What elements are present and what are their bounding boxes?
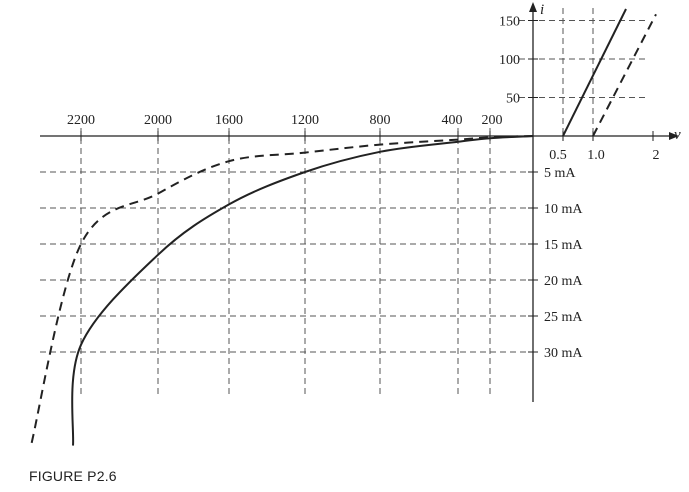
- reverse-curve-solid: [71, 135, 534, 446]
- x-tick-label: 1.0: [587, 148, 605, 163]
- y-axis-label: i: [540, 2, 544, 18]
- x-tick-label: 2: [653, 148, 660, 163]
- x-tick-label: 0.5: [549, 148, 567, 163]
- y-tick-label: 50: [506, 92, 520, 107]
- curves: [30, 8, 657, 446]
- figure-caption: FIGURE P2.6: [29, 468, 117, 484]
- x-tick-label: 2200: [67, 113, 95, 128]
- grid-lines: [40, 8, 645, 398]
- x-tick-label: 1600: [215, 113, 243, 128]
- y-tick-label: 100: [499, 53, 520, 68]
- y-tick-label: 10 mA: [544, 202, 583, 217]
- forward-line-dashed: [592, 13, 657, 137]
- y-axis-arrowhead: [529, 2, 537, 12]
- reverse-curve-dashed: [30, 135, 534, 446]
- forward-line-solid: [562, 8, 627, 137]
- axes: [40, 2, 679, 402]
- x-tick-label: 200: [482, 113, 503, 128]
- tick-labels: 200 400 800 1200 1600 2000 2200 5 mA 10 mA 15 mA 2…: [67, 2, 681, 361]
- x-axis-label: v: [674, 127, 681, 143]
- x-tick-label: 400: [442, 113, 463, 128]
- y-tick-label: 20 mA: [544, 274, 583, 289]
- y-tick-label: 150: [499, 15, 520, 30]
- x-tick-label: 800: [370, 113, 391, 128]
- y-tick-label: 15 mA: [544, 238, 583, 253]
- y-tick-label: 30 mA: [544, 346, 583, 361]
- y-tick-label: 5 mA: [544, 166, 576, 181]
- x-tick-label: 2000: [144, 113, 172, 128]
- x-tick-label: 1200: [291, 113, 319, 128]
- y-tick-label: 25 mA: [544, 310, 583, 325]
- x-axis-arrowhead: [669, 132, 679, 140]
